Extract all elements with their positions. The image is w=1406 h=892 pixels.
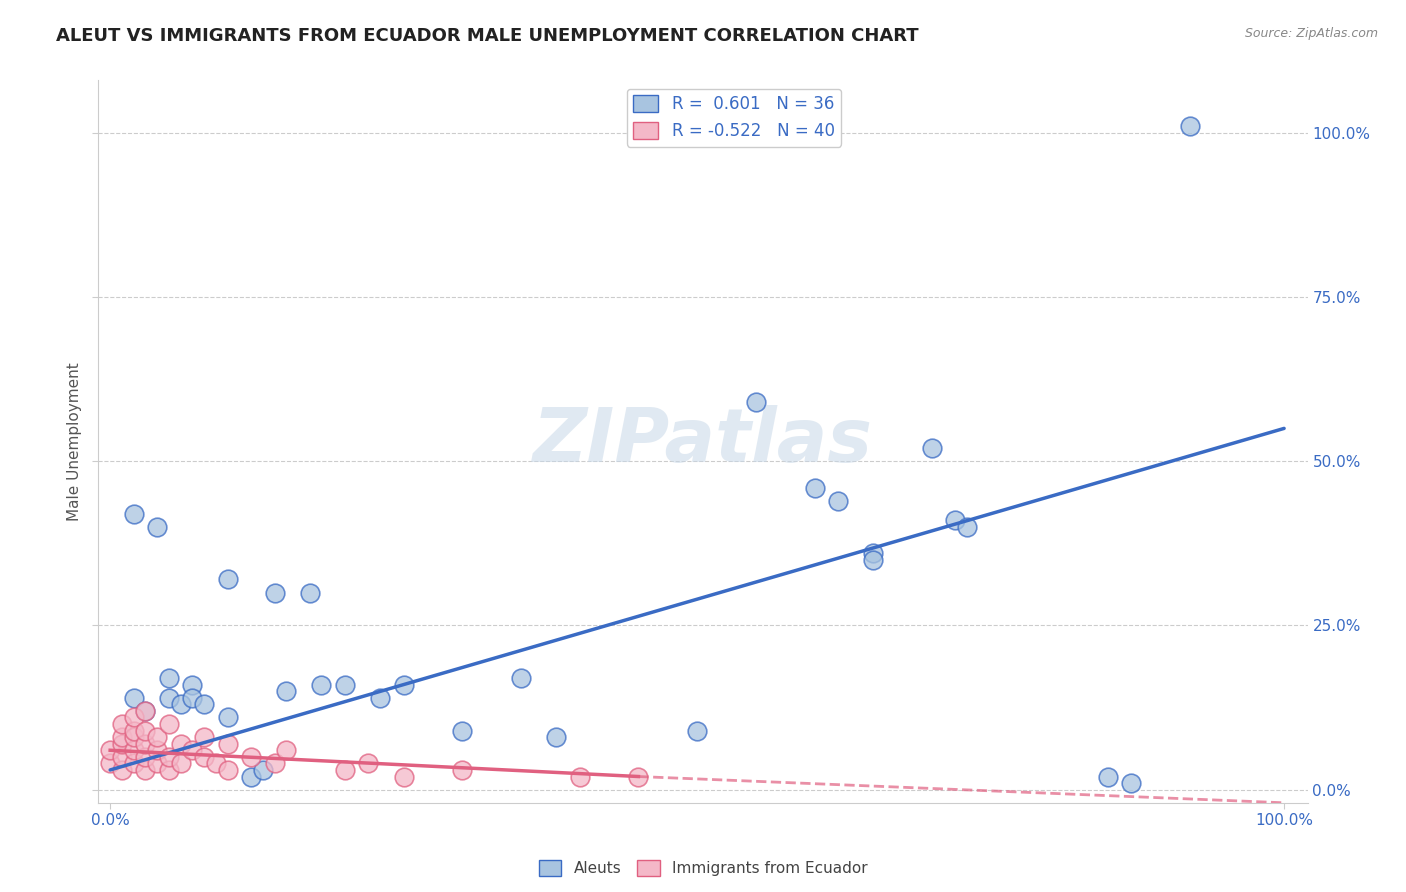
Point [686,723,709,738]
Point [862,546,884,560]
Point [157,749,180,764]
Point [122,730,145,744]
Point [111,749,134,764]
Text: Source: ZipAtlas.com: Source: ZipAtlas.com [1244,27,1378,40]
Point [146,730,169,744]
Text: ZIPatlas: ZIPatlas [533,405,873,478]
Point [111,730,134,744]
Point [122,723,145,738]
Point [392,770,415,784]
Point [169,698,191,712]
Point [298,585,321,599]
Legend: Aleuts, Immigrants from Ecuador: Aleuts, Immigrants from Ecuador [533,854,873,882]
Point [945,513,967,527]
Point [263,585,285,599]
Point [546,730,568,744]
Point [803,481,825,495]
Point [134,749,156,764]
Point [122,756,145,771]
Point [368,690,391,705]
Point [451,723,474,738]
Point [157,690,180,705]
Point [122,710,145,724]
Point [217,710,239,724]
Point [357,756,380,771]
Point [134,704,156,718]
Point [217,763,239,777]
Point [333,763,356,777]
Point [98,756,121,771]
Point [921,441,943,455]
Point [745,395,768,409]
Point [157,671,180,685]
Point [134,704,156,718]
Point [134,723,156,738]
Point [169,756,191,771]
Point [181,743,204,757]
Point [217,573,239,587]
Point [98,743,121,757]
Point [193,749,215,764]
Point [276,743,298,757]
Point [134,763,156,777]
Point [827,493,849,508]
Point [510,671,533,685]
Y-axis label: Male Unemployment: Male Unemployment [67,362,83,521]
Point [252,763,274,777]
Point [311,677,333,691]
Text: ALEUT VS IMMIGRANTS FROM ECUADOR MALE UNEMPLOYMENT CORRELATION CHART: ALEUT VS IMMIGRANTS FROM ECUADOR MALE UN… [56,27,920,45]
Point [263,756,285,771]
Point [451,763,474,777]
Point [193,698,215,712]
Point [568,770,591,784]
Point [157,717,180,731]
Point [627,770,650,784]
Point [169,737,191,751]
Point [111,717,134,731]
Point [1180,120,1202,134]
Point [146,520,169,534]
Point [134,737,156,751]
Point [276,684,298,698]
Point [181,677,204,691]
Point [392,677,415,691]
Point [122,507,145,521]
Point [111,737,134,751]
Point [157,763,180,777]
Point [122,690,145,705]
Point [146,743,169,757]
Point [146,756,169,771]
Point [111,763,134,777]
Point [956,520,979,534]
Point [1121,776,1143,790]
Point [240,770,263,784]
Point [193,730,215,744]
Point [181,690,204,705]
Point [1097,770,1119,784]
Point [333,677,356,691]
Point [240,749,263,764]
Point [217,737,239,751]
Point [862,553,884,567]
Point [204,756,226,771]
Point [122,743,145,757]
